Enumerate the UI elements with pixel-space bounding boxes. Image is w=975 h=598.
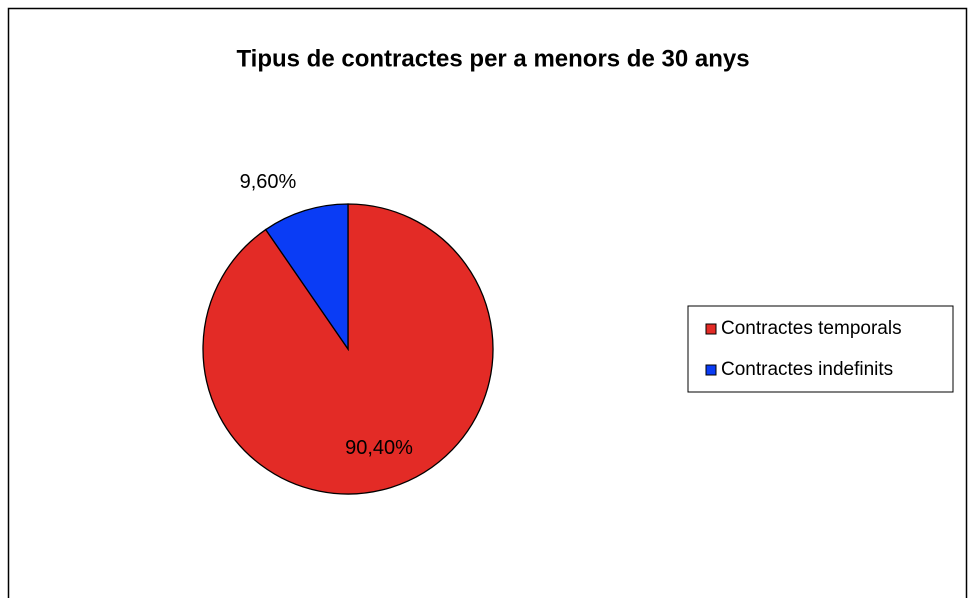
legend-label: Contractes indefinits: [721, 359, 893, 380]
data-label: 9,60%: [240, 171, 297, 193]
pie-slice: [264, 203, 349, 352]
legend-label: Contractes temporals: [721, 318, 902, 339]
chart-title: Tipus de contractes per a menors de 30 a…: [236, 45, 749, 72]
data-label: 90,40%: [345, 437, 413, 459]
legend-swatch: [705, 323, 717, 335]
legend-swatch: [705, 364, 717, 376]
legend-box: [687, 305, 954, 393]
chart-border: [7, 7, 968, 598]
